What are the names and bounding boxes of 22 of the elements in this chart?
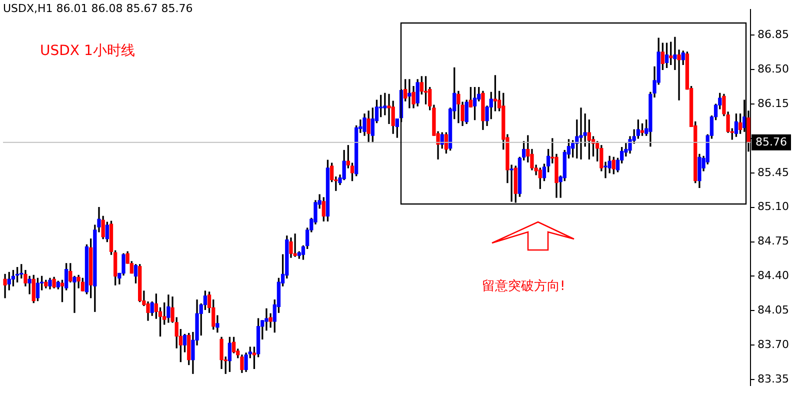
- candlestick: [604, 162, 608, 178]
- ref-line-label: 85.76: [756, 135, 788, 148]
- y-tick-label: 83.70: [758, 338, 790, 351]
- y-tick-label: 84.40: [758, 269, 790, 282]
- candlestick: [264, 308, 268, 331]
- y-tick-label: 84.05: [758, 303, 790, 316]
- y-tick-label: 85.45: [758, 166, 790, 179]
- y-tick-label: 86.50: [758, 62, 790, 76]
- candlestick: [293, 234, 297, 257]
- y-tick-label: 84.75: [758, 234, 790, 248]
- chart-title: USDX,H1 86.01 86.08 85.67 85.76: [3, 2, 193, 15]
- annotation: 留意突破方向!: [482, 278, 566, 295]
- y-tick-label: 85.10: [758, 200, 790, 214]
- candlestick: [383, 92, 387, 116]
- candlestick: [510, 164, 514, 202]
- y-tick-label: 86.15: [758, 96, 790, 110]
- annotation: USDX 1小时线: [40, 42, 135, 60]
- candlestick: [579, 108, 583, 160]
- candlestick: [408, 79, 412, 108]
- candlestick: [673, 36, 677, 70]
- y-tick-label: 86.85: [758, 28, 790, 42]
- y-tick-label: 83.35: [758, 372, 790, 386]
